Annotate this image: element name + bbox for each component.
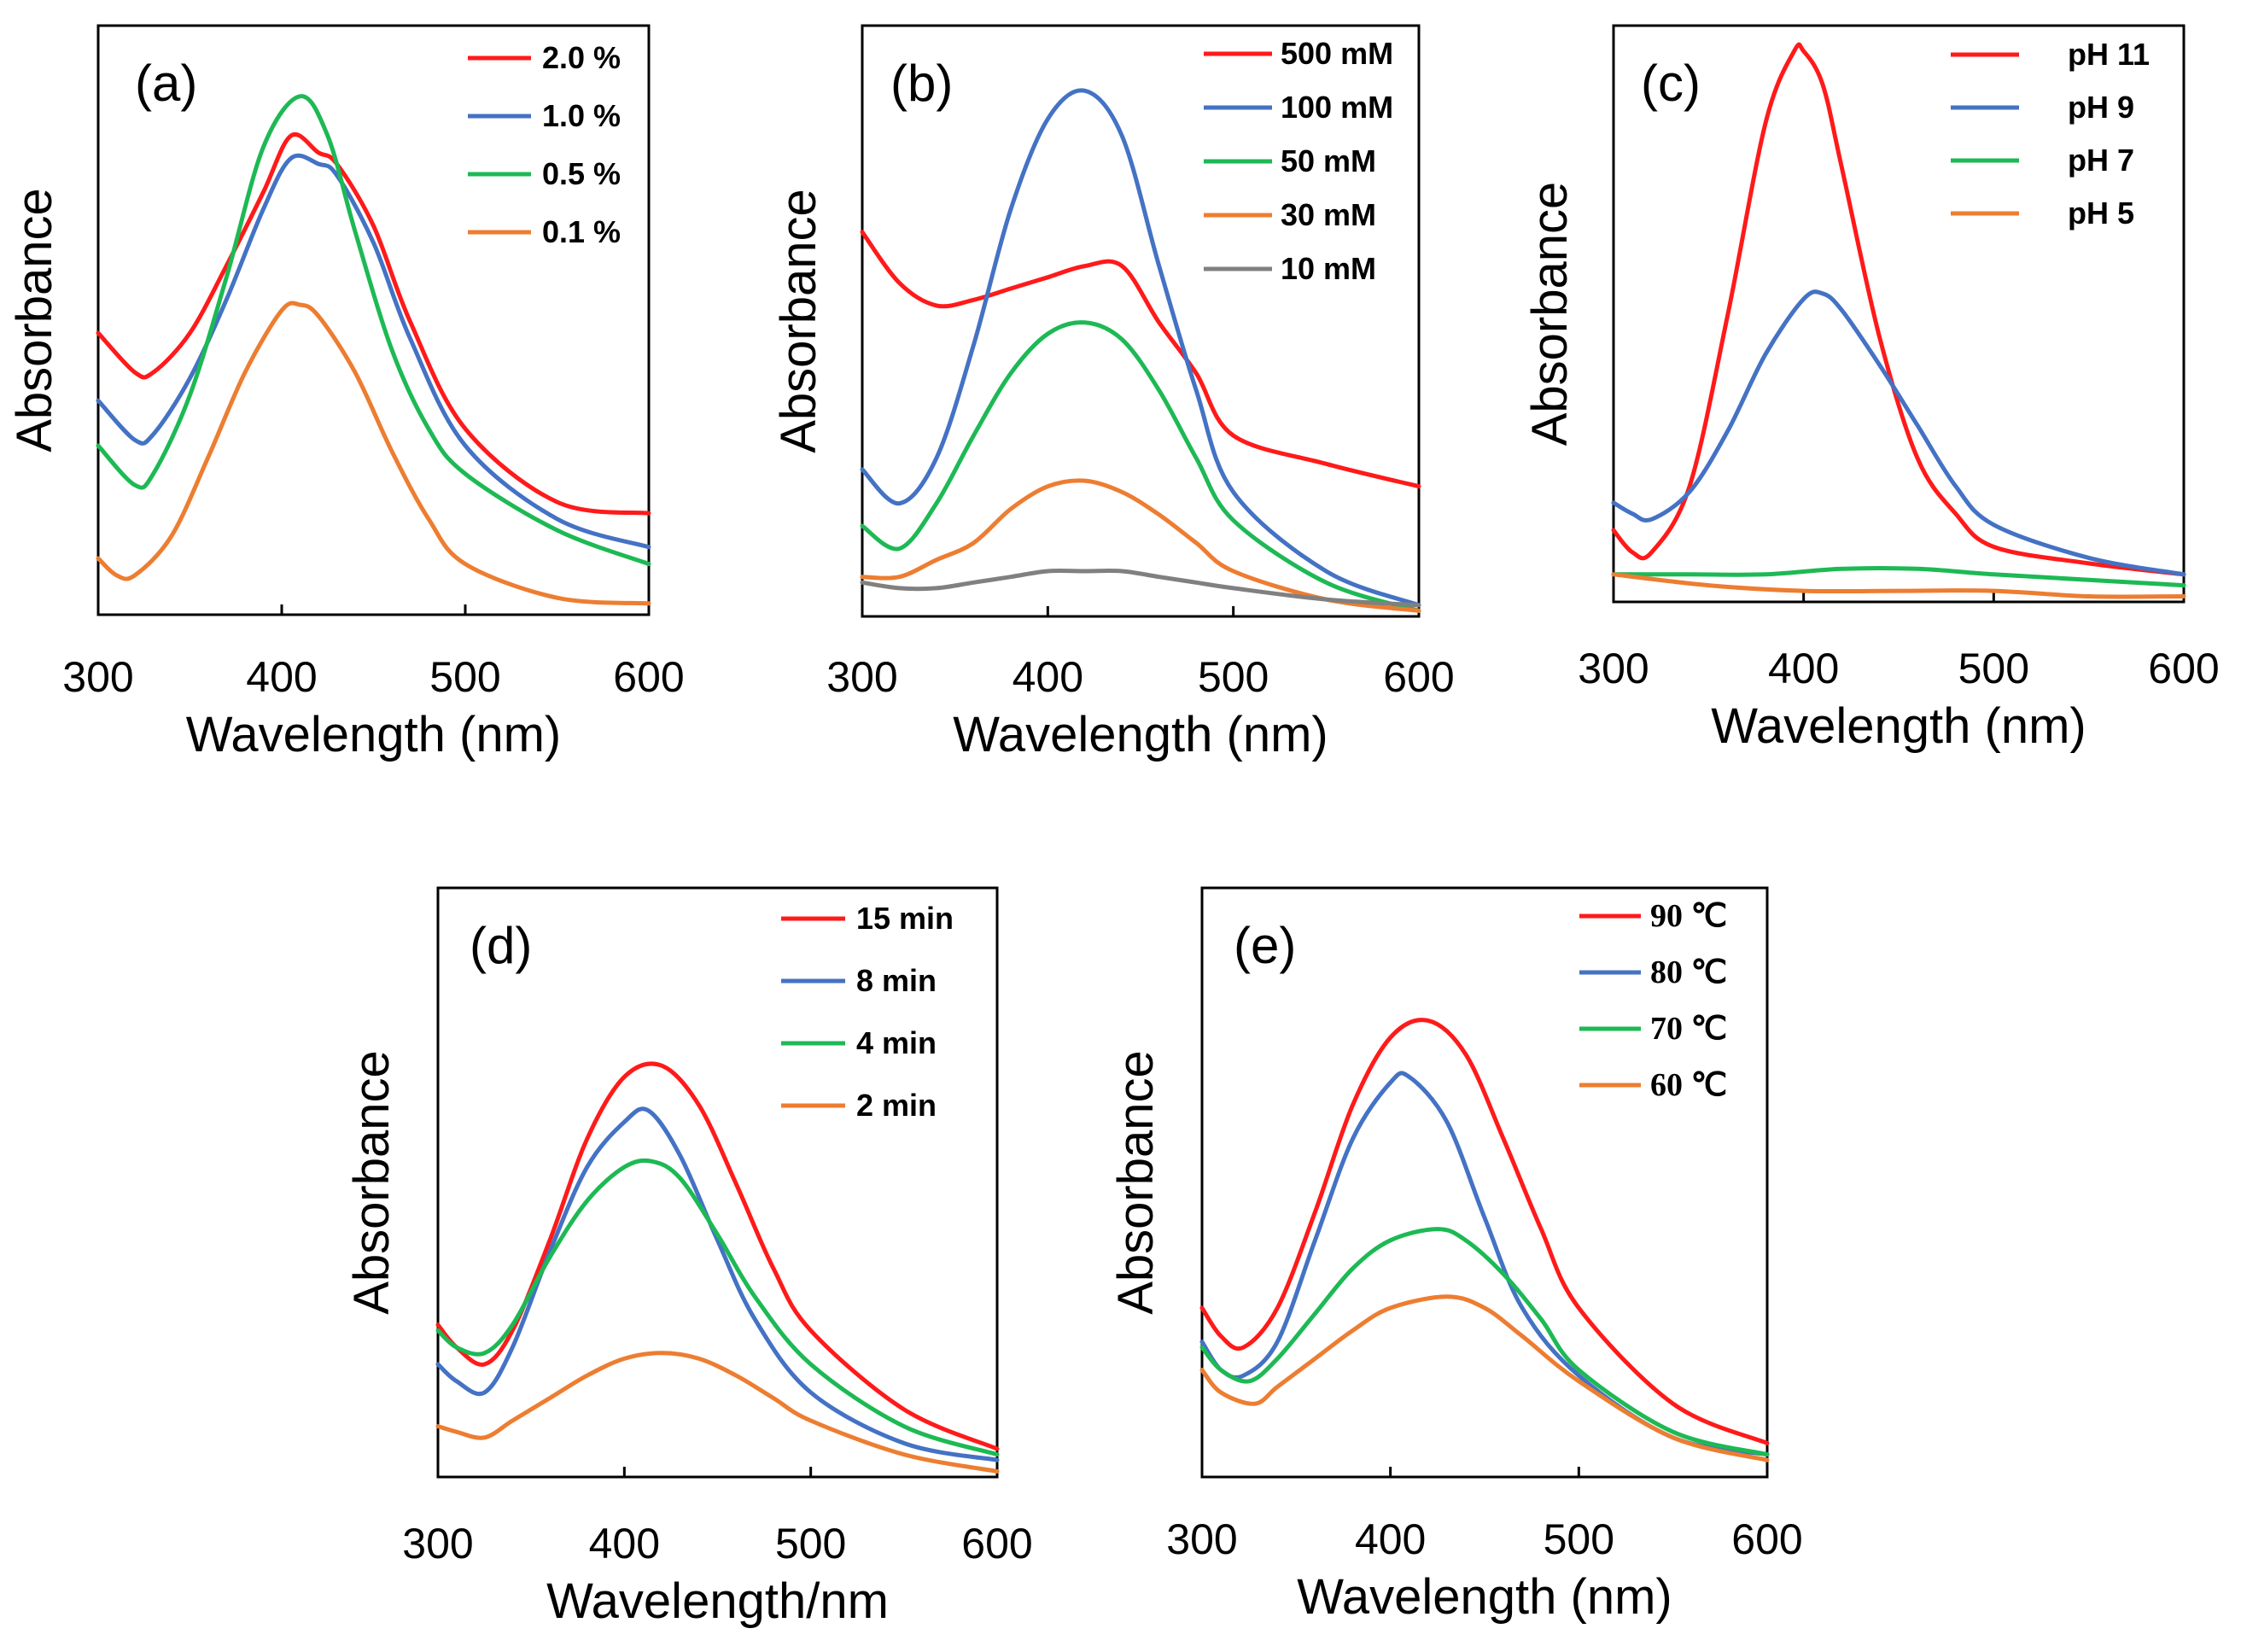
legend-label: 50 mM: [1281, 143, 1376, 178]
x-tick-label: 400: [589, 1520, 660, 1567]
legend-label: 1.0 %: [542, 98, 621, 133]
series-line-60: [1199, 1294, 1770, 1462]
series-line-8-min: [435, 1106, 1000, 1462]
x-tick-label: 300: [1166, 1515, 1237, 1563]
x-tick-label: 300: [62, 653, 133, 701]
series-line-100-mM: [860, 88, 1421, 608]
panel-label: (e): [1234, 917, 1296, 974]
legend-label: 70 ℃: [1650, 1011, 1727, 1047]
x-tick-label: 400: [1013, 653, 1083, 701]
series-line-90: [1199, 1018, 1770, 1445]
legend-label: pH 9: [2068, 90, 2134, 125]
chart-panel-a: 300 400 500 600 Wavelength (nm) Absorbance (a)…: [7, 24, 685, 762]
x-tick-label: 300: [1578, 645, 1649, 692]
plot-frame: [96, 24, 651, 616]
chart-panel-d: 300 400 500 600 Wavelength/nm Absorbance (d) 15…: [344, 886, 1033, 1629]
legend-label: 100 mM: [1281, 90, 1393, 125]
legend-label: 2.0 %: [542, 40, 621, 75]
x-tick-label: 500: [1958, 645, 2029, 692]
series-line-50-mM: [860, 320, 1421, 613]
x-tick-label: 600: [1383, 653, 1454, 701]
x-tick-label: 300: [826, 653, 897, 701]
chart-panel-e: 300 400 500 600 Wavelength (nm) Absorbance (e)…: [1108, 886, 1803, 1625]
chart-panel-b: 300 400 500 600 Wavelength (nm) Absorbance (b)…: [771, 24, 1455, 762]
x-axis-label: Wavelength (nm): [1297, 1569, 1672, 1625]
legend-label: 80 ℃: [1650, 954, 1727, 990]
series-line-pH-5: [1611, 572, 2186, 599]
x-tick-label: 400: [1768, 645, 1839, 692]
x-axis-label: Wavelength/nm: [546, 1573, 889, 1629]
series-line-4-min: [435, 1158, 1000, 1457]
x-tick-label: 400: [1355, 1515, 1426, 1563]
legend-label: 8 min: [856, 963, 937, 998]
series-line-pH-11: [1611, 42, 2186, 577]
x-tick-label: 500: [1198, 653, 1269, 701]
x-tick-label: 500: [1544, 1515, 1614, 1563]
y-axis-label: Absorbance: [771, 189, 826, 453]
series-line-pH-7: [1611, 565, 2186, 588]
legend-label: 0.1 %: [542, 214, 621, 249]
legend-label: 4 min: [856, 1025, 937, 1060]
series-line-2-min: [435, 1351, 1000, 1474]
x-tick-label: 500: [429, 653, 500, 701]
panel-label: (b): [890, 55, 953, 112]
x-tick-label: 400: [246, 653, 317, 701]
legend-label: 60 ℃: [1650, 1067, 1727, 1103]
plot-frame: [1200, 886, 1769, 1479]
legend-label: pH 5: [2068, 196, 2134, 231]
plot-frame: [436, 886, 999, 1479]
series-line-1-0: [96, 153, 651, 550]
series-line-2-0: [96, 131, 651, 516]
series-line-pH-9: [1611, 289, 2186, 577]
panel-label: (d): [470, 917, 532, 974]
y-axis-label: Absorbance: [1522, 182, 1578, 447]
legend-label: 90 ℃: [1650, 898, 1727, 934]
panel-label: (c): [1641, 55, 1701, 112]
x-tick-label: 600: [1731, 1515, 1802, 1563]
series-line-0-5: [96, 94, 651, 567]
legend-label: 15 min: [856, 901, 954, 936]
series-line-500-mM: [860, 230, 1421, 489]
y-axis-label: Absorbance: [344, 1050, 400, 1315]
series-line-0-1: [96, 301, 651, 606]
series-line-30-mM: [860, 478, 1421, 613]
y-axis-label: Absorbance: [7, 188, 62, 452]
legend-label: 500 mM: [1281, 36, 1393, 71]
x-axis-label: Wavelength (nm): [186, 707, 561, 762]
legend-label: 30 mM: [1281, 197, 1376, 232]
x-tick-label: 600: [961, 1520, 1032, 1567]
x-axis-label: Wavelength (nm): [953, 707, 1328, 762]
x-tick-label: 300: [402, 1520, 473, 1567]
legend-label: 10 mM: [1281, 251, 1376, 286]
x-tick-label: 600: [613, 653, 684, 701]
legend-label: pH 11: [2068, 37, 2150, 72]
legend-label: pH 7: [2068, 143, 2134, 178]
x-axis-label: Wavelength (nm): [1711, 698, 2086, 754]
x-tick-label: 600: [2148, 645, 2219, 692]
legend-label: 0.5 %: [542, 156, 621, 191]
chart-panel-c: 300 400 500 600 Wavelength (nm) Absorbance (c)…: [1522, 24, 2220, 754]
series-line-80: [1199, 1071, 1770, 1457]
series-line-15-min: [435, 1061, 1000, 1451]
y-axis-label: Absorbance: [1108, 1050, 1164, 1315]
plot-frame: [1612, 24, 2186, 604]
plot-frame: [861, 24, 1421, 618]
series-line-70: [1199, 1227, 1770, 1457]
panel-label: (a): [135, 55, 197, 112]
series-line-10-mM: [860, 569, 1421, 608]
x-tick-label: 500: [775, 1520, 846, 1567]
legend-label: 2 min: [856, 1088, 937, 1123]
